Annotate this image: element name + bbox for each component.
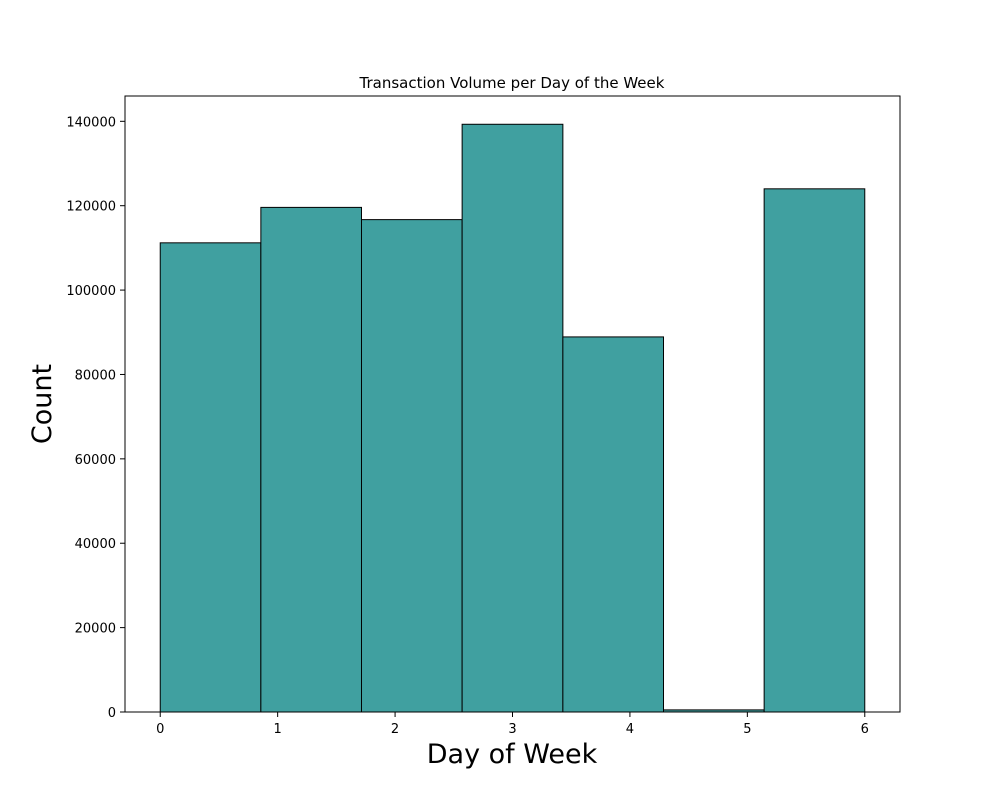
bar-3 [461,123,564,713]
y-tick-label: 140000 [66,115,116,130]
x-tick-label: 3 [508,722,516,737]
y-axis-title: Count [27,364,58,444]
bar-2 [360,219,463,713]
y-tick-label: 120000 [66,200,116,215]
y-tick-label: 40000 [75,537,116,552]
x-tick-label: 0 [156,722,164,737]
y-tick-label: 100000 [66,284,116,299]
bars-group [159,123,866,713]
bar-4 [562,336,665,713]
x-tick-label: 4 [626,722,634,737]
x-tick-label: 1 [274,722,282,737]
x-tick-label: 2 [391,722,399,737]
y-tick-label: 0 [108,706,116,721]
chart-title: Transaction Volume per Day of the Week [359,74,665,92]
bar-6 [763,188,866,713]
y-tick-label: 60000 [75,453,116,468]
y-tick-label: 20000 [75,622,116,637]
bar-0 [159,242,262,713]
x-tick-label: 5 [743,722,751,737]
x-axis-title: Day of Week [427,739,598,770]
x-axis-ticks: 0 1 2 3 4 5 6 [156,712,869,737]
x-tick-label: 6 [861,722,869,737]
bar-1 [260,206,362,713]
y-axis-ticks: 0 20000 40000 60000 80000 100000 120000 140000 [66,115,125,721]
y-tick-label: 80000 [75,368,116,383]
